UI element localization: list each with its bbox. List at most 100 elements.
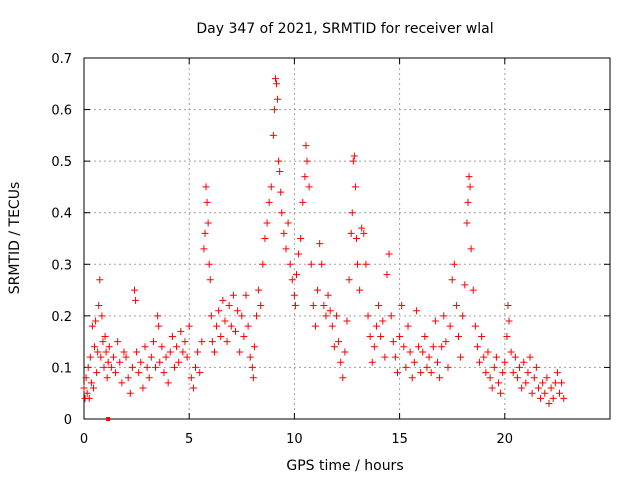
data-point — [204, 219, 212, 227]
data-point — [122, 353, 130, 361]
data-point — [492, 353, 500, 361]
data-point — [91, 343, 99, 351]
data-point — [412, 307, 420, 315]
data-point — [372, 322, 380, 330]
data-point — [236, 348, 244, 356]
data-point — [97, 353, 105, 361]
data-point — [112, 369, 120, 377]
data-point — [484, 348, 492, 356]
data-point — [431, 317, 439, 325]
data-point — [104, 358, 112, 366]
data-point — [92, 317, 100, 325]
data-point — [421, 332, 429, 340]
data-point — [242, 291, 250, 299]
data-point — [385, 250, 393, 258]
data-point — [429, 343, 437, 351]
data-point — [497, 389, 505, 397]
data-point — [116, 358, 124, 366]
data-point — [267, 183, 275, 191]
data-point — [240, 332, 248, 340]
data-point — [528, 389, 536, 397]
data-point — [347, 229, 355, 237]
data-point — [282, 245, 290, 253]
data-point — [322, 312, 330, 320]
data-point — [473, 343, 481, 351]
data-point — [133, 348, 141, 356]
data-point — [364, 312, 372, 320]
data-point — [259, 260, 267, 268]
data-point — [293, 271, 301, 279]
data-point — [520, 358, 528, 366]
data-point — [194, 348, 202, 356]
data-point — [93, 369, 101, 377]
data-point — [139, 384, 147, 392]
data-point — [223, 338, 231, 346]
data-point — [192, 363, 200, 371]
data-point — [423, 363, 431, 371]
data-point — [238, 312, 246, 320]
data-point — [402, 363, 410, 371]
data-point — [408, 374, 416, 382]
data-point — [118, 379, 126, 387]
data-point — [87, 379, 95, 387]
data-point — [291, 302, 299, 310]
data-point — [396, 332, 404, 340]
data-point — [187, 374, 195, 382]
data-point — [126, 389, 134, 397]
data-point — [507, 348, 515, 356]
x-tick-label: 20 — [497, 432, 514, 447]
data-point — [263, 219, 271, 227]
y-axis-label: SRMTID / TECUs — [7, 182, 23, 295]
data-point — [276, 167, 284, 175]
data-point — [501, 358, 509, 366]
data-point — [217, 332, 225, 340]
data-point — [98, 312, 106, 320]
data-point — [537, 394, 545, 402]
data-point — [271, 75, 279, 83]
data-point — [547, 384, 555, 392]
data-point — [482, 369, 490, 377]
data-point — [328, 322, 336, 330]
data-point — [206, 276, 214, 284]
data-point — [225, 302, 233, 310]
data-point — [130, 286, 138, 294]
data-point — [114, 338, 122, 346]
data-point — [348, 209, 356, 217]
data-point — [541, 389, 549, 397]
data-point — [330, 343, 338, 351]
data-point — [164, 379, 172, 387]
data-point — [556, 389, 564, 397]
data-point — [433, 358, 441, 366]
data-point — [299, 198, 307, 206]
data-point — [457, 353, 465, 361]
data-point — [320, 302, 328, 310]
data-point — [389, 338, 397, 346]
data-point — [137, 358, 145, 366]
data-point — [486, 374, 494, 382]
data-point — [436, 374, 444, 382]
data-point — [326, 307, 334, 315]
data-point — [302, 142, 310, 150]
data-point — [198, 338, 206, 346]
y-tick-label: 0 — [64, 413, 72, 428]
data-point — [516, 363, 524, 371]
data-point — [467, 245, 475, 253]
data-point — [158, 343, 166, 351]
data-point — [162, 353, 170, 361]
data-point — [101, 332, 109, 340]
data-point — [248, 363, 256, 371]
data-point — [352, 235, 360, 242]
data-point — [509, 369, 517, 377]
data-point — [149, 338, 157, 346]
y-tick-label: 0.1 — [51, 361, 72, 376]
data-point — [513, 374, 521, 382]
data-point — [132, 296, 140, 304]
data-point — [94, 348, 102, 356]
plot-frame — [83, 57, 611, 420]
data-point — [356, 286, 364, 294]
data-point — [360, 229, 368, 237]
data-point — [207, 312, 215, 320]
data-point — [227, 322, 235, 330]
data-point — [83, 389, 91, 397]
data-point — [400, 343, 408, 351]
